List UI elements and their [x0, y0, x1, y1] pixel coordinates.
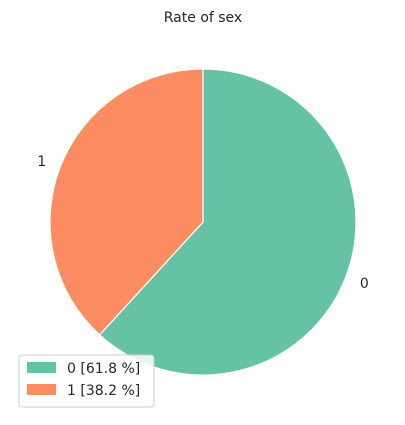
pie-slice-labels: 01 — [37, 154, 369, 292]
pie-slice-0 — [98, 68, 357, 376]
chart-title: Rate of sex — [164, 10, 242, 26]
legend-swatch-1 — [27, 384, 56, 395]
pie-slices — [49, 68, 357, 376]
legend-label-0: 0 [61.8 %] — [67, 361, 140, 377]
legend: 0 [61.8 %] 1 [38.2 %] — [18, 354, 155, 408]
legend-swatch-0 — [27, 362, 56, 373]
slice-label-0: 0 — [360, 276, 369, 292]
legend-label-1: 1 [38.2 %] — [67, 383, 140, 399]
pie-slice-1 — [49, 68, 204, 336]
slice-label-1: 1 — [37, 154, 46, 170]
